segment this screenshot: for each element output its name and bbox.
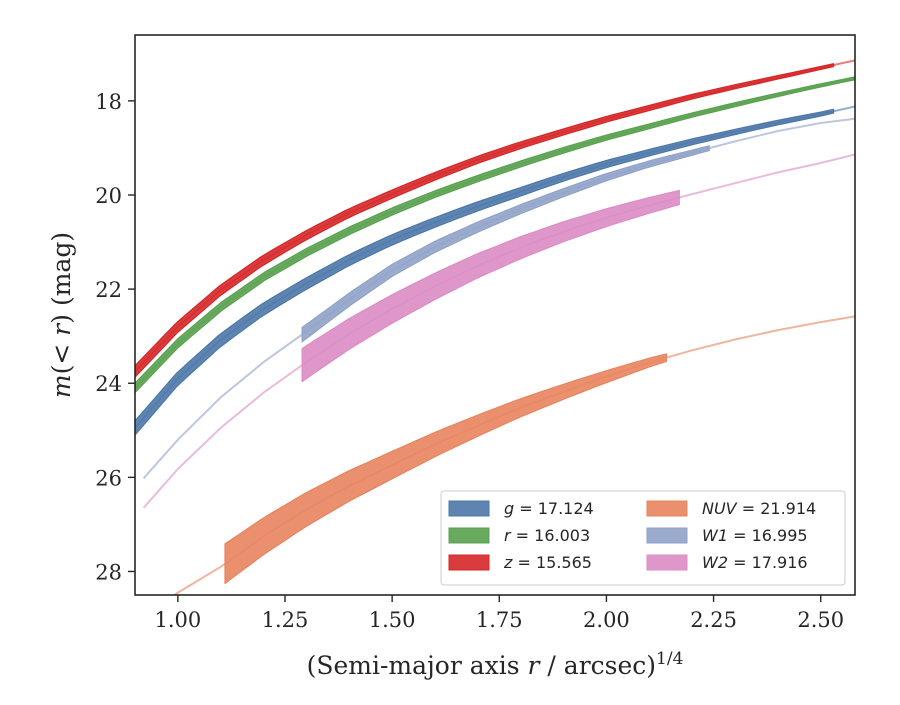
x-tick-label: 1.50 bbox=[369, 608, 416, 632]
legend-item-W1: W1 = 16.995 bbox=[646, 526, 808, 545]
legend-label-r: r = 16.003 bbox=[504, 526, 590, 545]
x-tick-label: 1.25 bbox=[262, 608, 309, 632]
series-W1 bbox=[142, 117, 855, 479]
y-tick-label: 26 bbox=[95, 466, 122, 490]
legend-label-NUV: NUV = 21.914 bbox=[702, 499, 816, 518]
legend-label-g: g = 17.124 bbox=[504, 499, 594, 518]
y-tick-label: 22 bbox=[95, 278, 122, 302]
series-r bbox=[135, 76, 855, 394]
legend-swatch-W2 bbox=[646, 554, 688, 571]
x-tick-label: 1.00 bbox=[154, 608, 201, 632]
data-band-z bbox=[135, 63, 835, 378]
y-tick-label: 24 bbox=[95, 372, 122, 396]
plot-frame bbox=[134, 34, 856, 596]
legend-item-z: z = 15.565 bbox=[448, 553, 592, 572]
data-band-g bbox=[135, 108, 835, 436]
x-tick-label: 2.50 bbox=[797, 608, 844, 632]
y-tick-label: 20 bbox=[95, 184, 122, 208]
legend-swatch-g bbox=[448, 500, 490, 517]
legend-item-g: g = 17.124 bbox=[448, 499, 594, 518]
legend-item-W2: W2 = 17.916 bbox=[646, 553, 808, 572]
x-axis: 1.00 1.25 1.50 1.75 2.00 2.25 2.50 bbox=[154, 595, 844, 632]
data-band-NUV bbox=[224, 353, 667, 585]
data-band-W2 bbox=[301, 189, 680, 383]
data-band-r bbox=[135, 76, 855, 394]
legend-frame bbox=[440, 490, 846, 586]
x-tick-label: 1.75 bbox=[476, 608, 523, 632]
legend-item-r: r = 16.003 bbox=[448, 526, 590, 545]
legend-item-NUV: NUV = 21.914 bbox=[646, 499, 816, 518]
y-tick-label: 18 bbox=[95, 90, 122, 114]
y-axis: 18 20 22 24 26 28 bbox=[95, 90, 135, 584]
y-tick-label: 28 bbox=[95, 560, 122, 584]
x-tick-label: 2.00 bbox=[583, 608, 630, 632]
series-g bbox=[135, 105, 855, 436]
legend-swatch-NUV bbox=[646, 500, 688, 517]
legend-label-z: z = 15.565 bbox=[503, 553, 592, 572]
model-curve-W2 bbox=[142, 153, 855, 509]
series-W2 bbox=[142, 153, 855, 509]
data-band-W1 bbox=[301, 145, 710, 343]
legend: g = 17.124 r = 16.003 z = 15.565 NUV = 21.9… bbox=[440, 490, 846, 586]
series-NUV bbox=[172, 315, 855, 595]
x-axis-title: (Semi-major axis r / arcsec)1/4 bbox=[307, 649, 684, 680]
legend-swatch-r bbox=[448, 527, 490, 544]
legend-swatch-z bbox=[448, 554, 490, 571]
model-curve-r bbox=[135, 77, 855, 389]
x-tick-label: 2.25 bbox=[690, 608, 737, 632]
legend-label-W2: W2 = 17.916 bbox=[702, 553, 808, 572]
y-axis-title: m(< r) (mag) bbox=[47, 232, 76, 398]
series-layer bbox=[135, 59, 855, 595]
legend-swatch-W1 bbox=[646, 527, 688, 544]
series-z bbox=[135, 59, 855, 378]
legend-label-W1: W1 = 16.995 bbox=[702, 526, 808, 545]
